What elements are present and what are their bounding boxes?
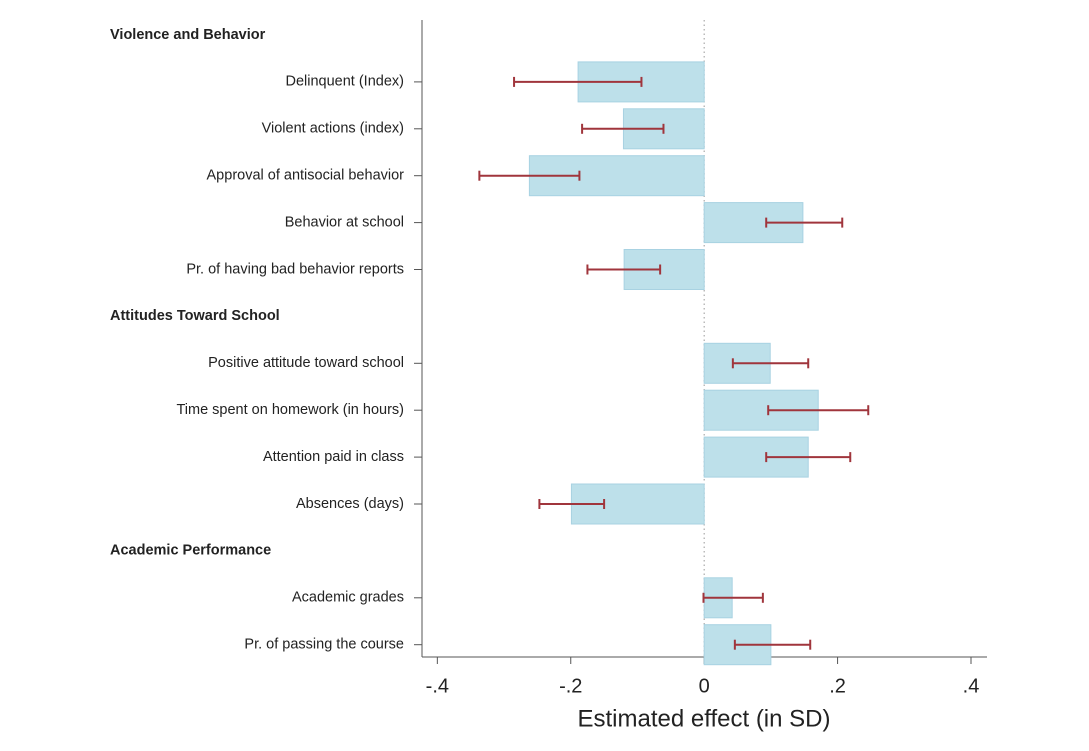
y-tick-label: Approval of antisocial behavior — [207, 168, 405, 184]
y-tick-label: Delinquent (Index) — [286, 74, 405, 90]
group-title: Attitudes Toward School — [110, 308, 280, 324]
y-tick-label: Academic grades — [292, 590, 404, 606]
x-tick-label: -.4 — [426, 675, 449, 697]
y-tick-label: Time spent on homework (in hours) — [176, 402, 404, 418]
group-title: Violence and Behavior — [110, 27, 266, 43]
y-tick-label: Attention paid in class — [263, 449, 404, 465]
group-title: Academic Performance — [110, 543, 271, 559]
y-tick-label: Positive attitude toward school — [208, 355, 404, 371]
x-tick-label: .2 — [829, 675, 846, 697]
y-tick-label: Pr. of passing the course — [244, 637, 404, 653]
x-axis-title: Estimated effect (in SD) — [578, 705, 831, 732]
x-tick-label: .4 — [963, 675, 980, 697]
y-tick-label: Behavior at school — [285, 214, 404, 230]
x-tick-label: -.2 — [559, 675, 582, 697]
y-tick-label: Pr. of having bad behavior reports — [186, 261, 404, 277]
y-tick-label: Violent actions (index) — [262, 121, 404, 137]
x-tick-label: 0 — [699, 675, 710, 697]
y-tick-label: Absences (days) — [296, 496, 404, 512]
